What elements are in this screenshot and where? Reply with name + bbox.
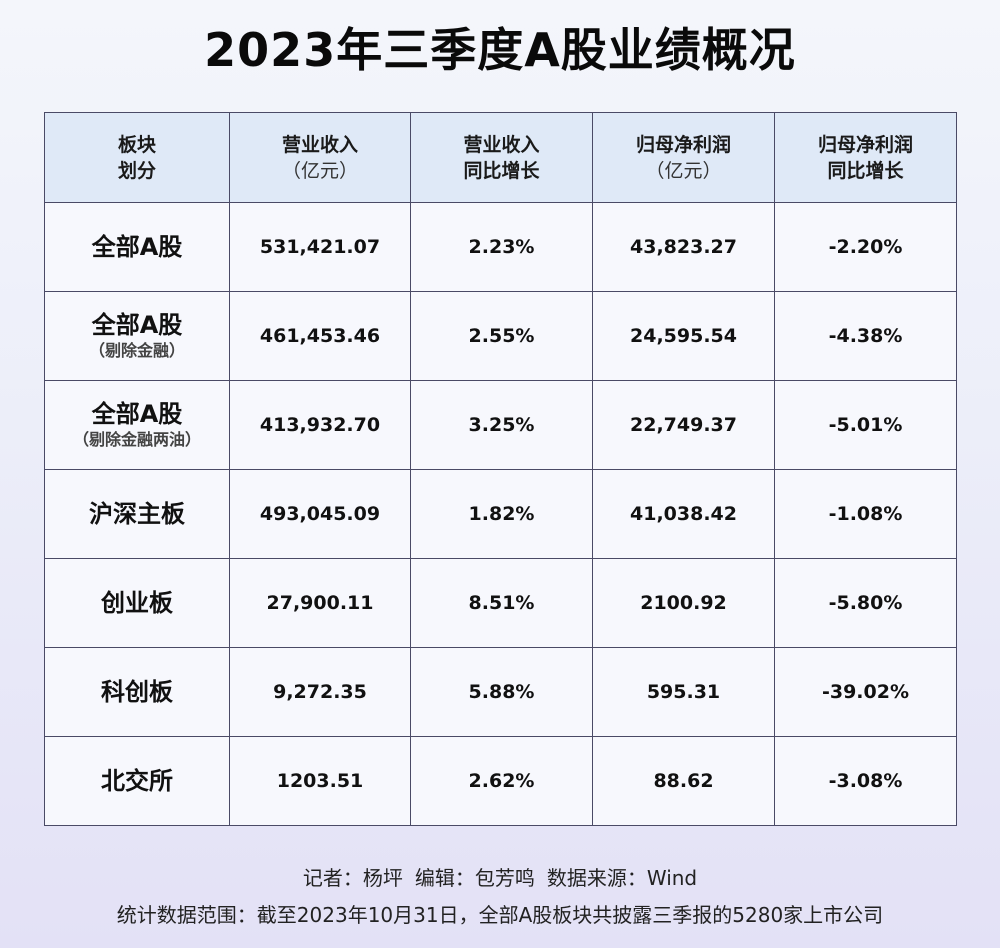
net-profit-yoy-cell: -5.80% <box>774 558 957 648</box>
sector-name: 科创板 <box>101 678 173 706</box>
revenue-cell: 413,932.70 <box>229 380 411 470</box>
revenue-yoy-cell: 8.51% <box>410 558 593 648</box>
column-header-line1: 板块 <box>117 133 156 156</box>
net-profit-cell: 43,823.27 <box>592 202 775 292</box>
page-title: 2023年三季度A股业绩概况 <box>204 23 796 77</box>
revenue-yoy-cell: 2.62% <box>410 736 593 826</box>
column-header-line2: 划分 <box>117 159 156 182</box>
sector-cell: 北交所 <box>44 736 230 826</box>
revenue-cell: 9,272.35 <box>229 647 411 737</box>
revenue-cell: 493,045.09 <box>229 469 411 559</box>
table-row: 全部A股 （剔除金融两油） 413,932.70 3.25% 22,749.37… <box>44 380 957 470</box>
revenue-yoy-cell: 1.82% <box>410 469 593 559</box>
data-scope-note: 统计数据范围：截至2023年10月31日，全部A股板块共披露三季报的5280家上… <box>116 903 884 927</box>
sector-name: 全部A股 <box>91 311 183 339</box>
column-header-line1: 归母净利润 <box>817 133 913 156</box>
column-header-net-profit-yoy: 归母净利润 同比增长 <box>774 112 957 203</box>
sector-cell: 沪深主板 <box>44 469 230 559</box>
net-profit-cell: 595.31 <box>592 647 775 737</box>
credits-line: 记者：杨坪 编辑：包芳鸣 数据来源：Wind <box>0 864 1000 892</box>
net-profit-cell: 2100.92 <box>592 558 775 648</box>
table-header-row: 板块 划分 营业收入 （亿元） 营业收入 同比增长 归母净利润 （亿元） 归母净… <box>44 112 957 203</box>
sector-note: （剔除金融两油） <box>72 430 201 449</box>
sector-note: （剔除金融） <box>88 341 185 360</box>
sector-name: 全部A股 <box>91 233 183 261</box>
column-header-line1: 营业收入 <box>463 133 540 156</box>
table-row: 全部A股 （剔除金融） 461,453.46 2.55% 24,595.54 -… <box>44 291 957 381</box>
revenue-cell: 531,421.07 <box>229 202 411 292</box>
performance-table: 板块 划分 营业收入 （亿元） 营业收入 同比增长 归母净利润 （亿元） 归母净… <box>44 112 957 826</box>
column-header-line1: 营业收入 <box>281 133 358 156</box>
revenue-yoy-cell: 3.25% <box>410 380 593 470</box>
table-row: 创业板 27,900.11 8.51% 2100.92 -5.80% <box>44 558 957 648</box>
net-profit-yoy-cell: -1.08% <box>774 469 957 559</box>
sector-cell: 科创板 <box>44 647 230 737</box>
sector-cell: 创业板 <box>44 558 230 648</box>
revenue-cell: 1203.51 <box>229 736 411 826</box>
column-header-line2: （亿元） <box>281 159 358 182</box>
column-header-revenue-yoy: 营业收入 同比增长 <box>410 112 593 203</box>
revenue-yoy-cell: 5.88% <box>410 647 593 737</box>
net-profit-yoy-cell: -5.01% <box>774 380 957 470</box>
column-header-line2: 同比增长 <box>827 159 904 182</box>
table-row: 北交所 1203.51 2.62% 88.62 -3.08% <box>44 736 957 826</box>
net-profit-cell: 22,749.37 <box>592 380 775 470</box>
column-header-line1: 归母净利润 <box>635 133 731 156</box>
net-profit-cell: 41,038.42 <box>592 469 775 559</box>
revenue-cell: 461,453.46 <box>229 291 411 381</box>
column-header-line2: 同比增长 <box>463 159 540 182</box>
net-profit-cell: 88.62 <box>592 736 775 826</box>
net-profit-yoy-cell: -3.08% <box>774 736 957 826</box>
net-profit-yoy-cell: -2.20% <box>774 202 957 292</box>
data-source: 数据来源：Wind <box>546 866 698 890</box>
sector-cell: 全部A股 <box>44 202 230 292</box>
sector-cell: 全部A股 （剔除金融两油） <box>44 380 230 470</box>
sector-name: 北交所 <box>101 767 173 795</box>
net-profit-yoy-cell: -4.38% <box>774 291 957 381</box>
table-row: 沪深主板 493,045.09 1.82% 41,038.42 -1.08% <box>44 469 957 559</box>
column-header-line2: （亿元） <box>645 159 722 182</box>
net-profit-yoy-cell: -39.02% <box>774 647 957 737</box>
table-row: 科创板 9,272.35 5.88% 595.31 -39.02% <box>44 647 957 737</box>
revenue-cell: 27,900.11 <box>229 558 411 648</box>
column-header-sector: 板块 划分 <box>44 112 230 203</box>
revenue-yoy-cell: 2.23% <box>410 202 593 292</box>
sector-name: 沪深主板 <box>89 500 185 528</box>
editor-credit: 编辑：包芳鸣 <box>414 866 535 890</box>
column-header-revenue: 营业收入 （亿元） <box>229 112 411 203</box>
column-header-net-profit: 归母净利润 （亿元） <box>592 112 775 203</box>
revenue-yoy-cell: 2.55% <box>410 291 593 381</box>
net-profit-cell: 24,595.54 <box>592 291 775 381</box>
sector-name: 全部A股 <box>91 400 183 428</box>
sector-cell: 全部A股 （剔除金融） <box>44 291 230 381</box>
sector-name: 创业板 <box>101 589 173 617</box>
table-row: 全部A股 531,421.07 2.23% 43,823.27 -2.20% <box>44 202 957 292</box>
reporter-credit: 记者：杨坪 <box>302 866 403 890</box>
